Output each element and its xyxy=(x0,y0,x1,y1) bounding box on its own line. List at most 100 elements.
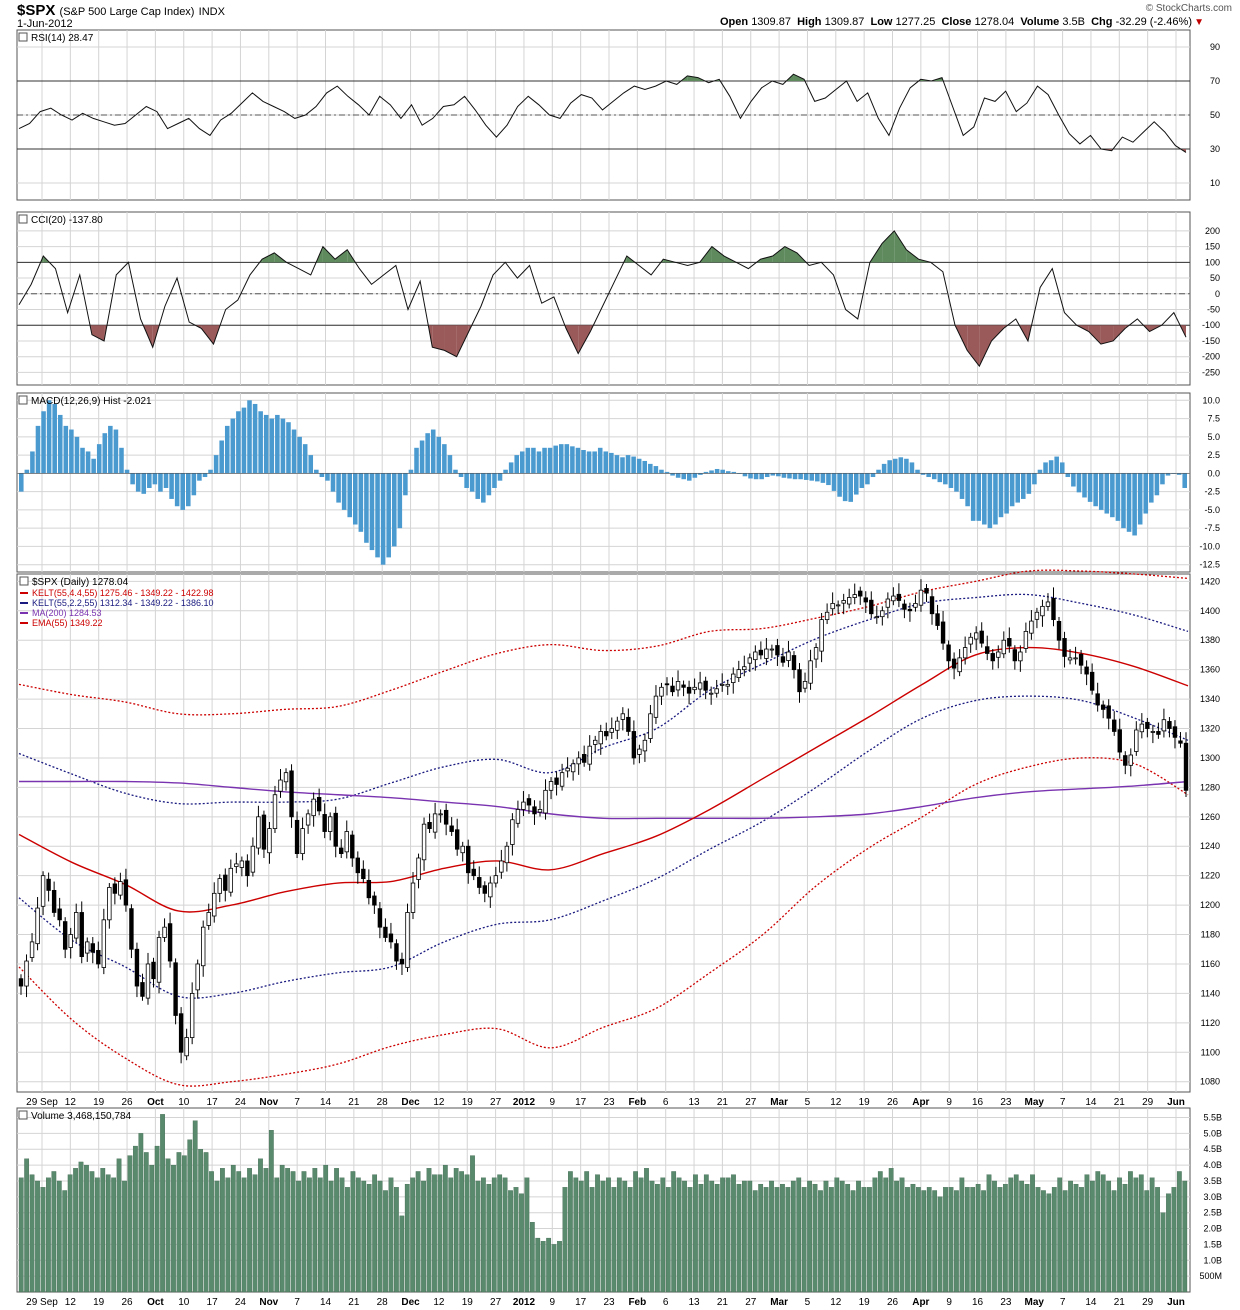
macd-bar xyxy=(787,473,792,479)
candle-body xyxy=(841,600,846,604)
oversold-fill xyxy=(578,325,591,354)
x-tick-label: 29 xyxy=(1142,1097,1154,1108)
macd-bar xyxy=(280,418,286,474)
x-tick-label: 14 xyxy=(320,1097,332,1108)
macd-bar xyxy=(224,425,230,474)
volume-bar xyxy=(268,1130,274,1293)
x-tick-label: 9 xyxy=(550,1097,556,1108)
macd-bar xyxy=(19,473,24,492)
volume-bar xyxy=(997,1187,1003,1293)
x-tick-label: 27 xyxy=(490,1097,502,1108)
macd-bar xyxy=(208,469,213,474)
candle-body xyxy=(372,895,377,906)
macd-bar xyxy=(826,473,831,486)
candle-body xyxy=(96,950,101,965)
oversold-fill xyxy=(456,325,469,357)
macd-bar xyxy=(642,460,648,474)
macd-bar xyxy=(419,440,425,474)
candle-body xyxy=(935,613,940,626)
legend-entry: EMA(55) 1349.22 xyxy=(32,618,103,628)
macd-bar xyxy=(158,473,163,492)
macd-bar xyxy=(258,411,263,474)
macd-bar xyxy=(1098,473,1104,510)
macd-bar xyxy=(898,457,904,474)
candle-body xyxy=(1134,729,1139,752)
macd-bar xyxy=(447,455,453,474)
x-tick-label: Dec xyxy=(401,1297,420,1308)
volume-bar xyxy=(519,1193,524,1293)
overbought-fill xyxy=(784,246,797,263)
volume-bar xyxy=(818,1190,823,1293)
x-tick-label: 19 xyxy=(93,1297,105,1308)
volume-bar xyxy=(633,1171,638,1293)
x-tick-label: Dec xyxy=(401,1097,420,1108)
x-tick-label: 6 xyxy=(663,1097,669,1108)
volume-bar xyxy=(1002,1183,1008,1293)
candle-body xyxy=(957,657,962,673)
macd-bar xyxy=(781,473,787,478)
macd-bar xyxy=(798,473,803,480)
volume-bar xyxy=(1149,1177,1155,1293)
candle-body xyxy=(399,958,405,965)
x-tick-label: 12 xyxy=(830,1097,842,1108)
macd-bar xyxy=(486,473,492,496)
macd-bar xyxy=(291,429,297,474)
y-tick-label: 2.5 xyxy=(1207,450,1220,460)
macd-bar xyxy=(536,451,542,474)
candle-body xyxy=(769,648,775,651)
candle-body xyxy=(996,651,1001,658)
candle-body xyxy=(1172,726,1178,738)
macd-bar xyxy=(553,445,558,474)
candle-body xyxy=(847,597,852,605)
oversold-fill xyxy=(991,325,1004,341)
candle-body xyxy=(891,595,896,602)
candle-body xyxy=(471,868,476,877)
candle-body xyxy=(736,669,741,678)
macd-bar xyxy=(837,473,842,497)
candle-body xyxy=(499,860,504,873)
candle-body xyxy=(1167,721,1172,729)
macd-bar xyxy=(503,469,508,474)
macd-bar xyxy=(302,444,308,474)
candle-body xyxy=(40,875,46,907)
macd-bar xyxy=(358,473,364,532)
macd-bar xyxy=(748,473,753,479)
macd-bar xyxy=(1093,473,1098,507)
candle-body xyxy=(250,845,256,873)
candle-body xyxy=(206,912,211,926)
macd-bar xyxy=(865,473,870,485)
volume-bar xyxy=(165,1158,171,1293)
volume-bar xyxy=(1128,1171,1133,1293)
volume-bar xyxy=(421,1180,426,1293)
macd-bar xyxy=(625,455,631,474)
y-tick-label: 10.0 xyxy=(1202,395,1220,405)
candle-body xyxy=(300,828,305,855)
candle-body xyxy=(355,857,360,874)
candle-body xyxy=(156,937,162,983)
volume-bar xyxy=(187,1139,193,1293)
candle-body xyxy=(797,669,802,693)
x-tick-label: 2012 xyxy=(513,1297,536,1308)
macd-bar xyxy=(236,411,241,474)
close-value: 1278.04 xyxy=(974,16,1015,28)
x-tick-label: 14 xyxy=(1085,1097,1097,1108)
volume-bar xyxy=(693,1174,698,1293)
candle-body xyxy=(344,831,349,853)
x-tick-label: 14 xyxy=(320,1297,332,1308)
volume-bar xyxy=(1084,1174,1090,1293)
macd-bar xyxy=(636,458,642,474)
y-tick-label: -7.5 xyxy=(1204,523,1220,533)
ohlc-summary: Open 1309.87 High 1309.87 Low 1277.25 Cl… xyxy=(720,16,1192,28)
candle-body xyxy=(1040,605,1045,617)
x-tick-label: 13 xyxy=(688,1097,700,1108)
volume-bar xyxy=(796,1177,802,1293)
candle-body xyxy=(913,603,918,608)
oversold-fill xyxy=(967,325,980,367)
macd-bar xyxy=(230,418,236,474)
volume-bar xyxy=(905,1187,910,1293)
volume-bar xyxy=(736,1183,742,1293)
overbought-fill xyxy=(322,246,336,263)
y-tick-label: 1160 xyxy=(1201,959,1220,969)
candle-body xyxy=(145,963,151,999)
candle-body xyxy=(178,1013,184,1053)
